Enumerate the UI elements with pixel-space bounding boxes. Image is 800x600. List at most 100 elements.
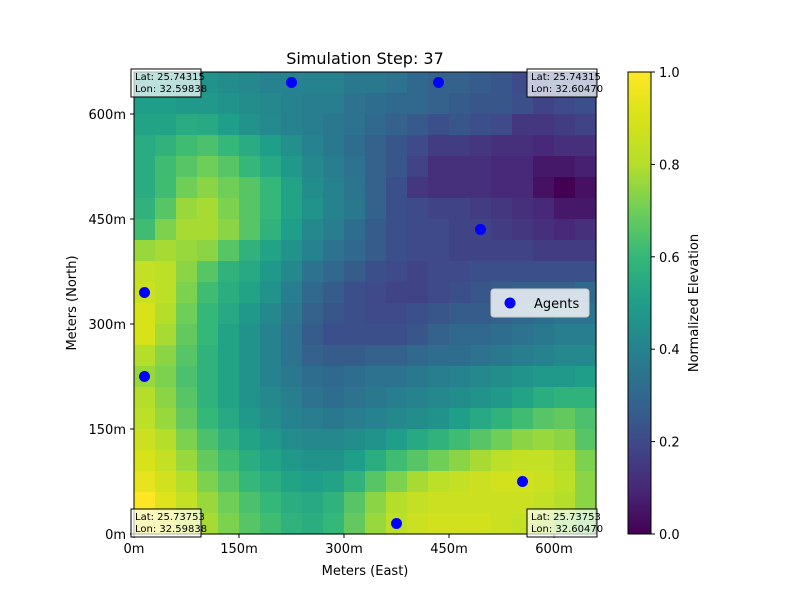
heatmap-cell [281, 303, 303, 325]
heatmap-cell [386, 177, 408, 199]
heatmap-cell [428, 408, 450, 430]
heatmap-cell [365, 303, 387, 325]
heatmap-cell [470, 261, 492, 283]
heatmap-cell [407, 324, 429, 346]
heatmap-cell [218, 282, 240, 304]
heatmap-cell [260, 492, 282, 514]
heatmap-cell [176, 366, 198, 388]
heatmap-cell [386, 219, 408, 241]
heatmap-cell [176, 198, 198, 220]
y-axis-label: Meters (North) [65, 255, 80, 350]
heatmap-cell [449, 93, 471, 115]
heatmap-cell [554, 114, 576, 136]
heatmap-cell [197, 177, 219, 199]
heatmap-cell [155, 303, 177, 325]
heatmap-cell [197, 471, 219, 493]
heatmap-cell [449, 261, 471, 283]
heatmap-cell [533, 408, 555, 430]
heatmap-cell [239, 492, 261, 514]
heatmap-cell [428, 450, 450, 472]
heatmap-cell [239, 324, 261, 346]
heatmap-cell [470, 345, 492, 367]
heatmap-cell [407, 240, 429, 262]
heatmap-cell [260, 93, 282, 115]
heatmap-cell [407, 408, 429, 430]
heatmap-cell [323, 135, 345, 157]
heatmap-cell [365, 387, 387, 409]
heatmap-cell [344, 177, 366, 199]
heatmap-cell [155, 387, 177, 409]
heatmap-cell [491, 135, 513, 157]
heatmap-cell [365, 345, 387, 367]
heatmap-cell [323, 261, 345, 283]
legend: Agents [490, 288, 590, 318]
heatmap-cell [260, 366, 282, 388]
heatmap-cell [197, 324, 219, 346]
heatmap-cell [281, 471, 303, 493]
heatmap-cell [344, 387, 366, 409]
heatmap-cell [344, 198, 366, 220]
heatmap-cell [449, 303, 471, 325]
heatmap-cell [491, 93, 513, 115]
heatmap-cell [386, 72, 408, 94]
heatmap-cell [365, 366, 387, 388]
heatmap-cell [260, 114, 282, 136]
heatmap-cell [218, 261, 240, 283]
heatmap-cell [533, 114, 555, 136]
heatmap-cell [428, 282, 450, 304]
heatmap-cell [260, 471, 282, 493]
heatmap-cell [428, 429, 450, 451]
heatmap-cell [512, 219, 534, 241]
colorbar-tick-label: 0.8 [659, 158, 680, 173]
heatmap-cell [554, 429, 576, 451]
heatmap-cell [239, 219, 261, 241]
heatmap-cell [302, 240, 324, 262]
heatmap-cell [302, 450, 324, 472]
colorbar-ticks: 0.0 0.2 0.4 0.6 0.8 1.0 [651, 66, 680, 543]
heatmap-cell [323, 240, 345, 262]
heatmap-cell [533, 156, 555, 178]
heatmap-cell [176, 303, 198, 325]
x-tick-label: 0m [124, 542, 145, 557]
heatmap-cell [554, 450, 576, 472]
heatmap-cell [533, 429, 555, 451]
heatmap-cell [575, 387, 597, 409]
y-tick-label: 300m [89, 318, 126, 333]
heatmap-cell [512, 450, 534, 472]
heatmap-cell [197, 240, 219, 262]
heatmap-cell [407, 114, 429, 136]
heatmap-cell [197, 114, 219, 136]
heatmap-cell [533, 492, 555, 514]
heatmap-cell [323, 72, 345, 94]
heatmap-cell [176, 240, 198, 262]
heatmap-cell [470, 156, 492, 178]
x-tick-label: 150m [220, 542, 257, 557]
heatmap-cell [260, 72, 282, 94]
colorbar-tick-label: 0.6 [659, 251, 680, 266]
heatmap-cell [449, 240, 471, 262]
heatmap-cell [428, 387, 450, 409]
heatmap-cell [407, 72, 429, 94]
heatmap-cell [176, 135, 198, 157]
heatmap-cell [428, 93, 450, 115]
heatmap-cell [512, 429, 534, 451]
heatmap-cell [365, 72, 387, 94]
heatmap-cell [302, 72, 324, 94]
heatmap-cell [260, 324, 282, 346]
heatmap-cell [428, 177, 450, 199]
heatmap-cell [554, 135, 576, 157]
heatmap-cell [155, 198, 177, 220]
heatmap-cell [365, 219, 387, 241]
heatmap-cell [386, 429, 408, 451]
heatmap-cell [197, 93, 219, 115]
heatmap-cell [428, 198, 450, 220]
heatmap-cell [260, 282, 282, 304]
heatmap-cell [197, 429, 219, 451]
heatmap-cell [323, 324, 345, 346]
corner-lon: Lon: 32.59838 [135, 524, 207, 535]
agent-marker [517, 476, 528, 487]
heatmap-cell [554, 471, 576, 493]
heatmap-cell [260, 177, 282, 199]
heatmap-cell [197, 156, 219, 178]
